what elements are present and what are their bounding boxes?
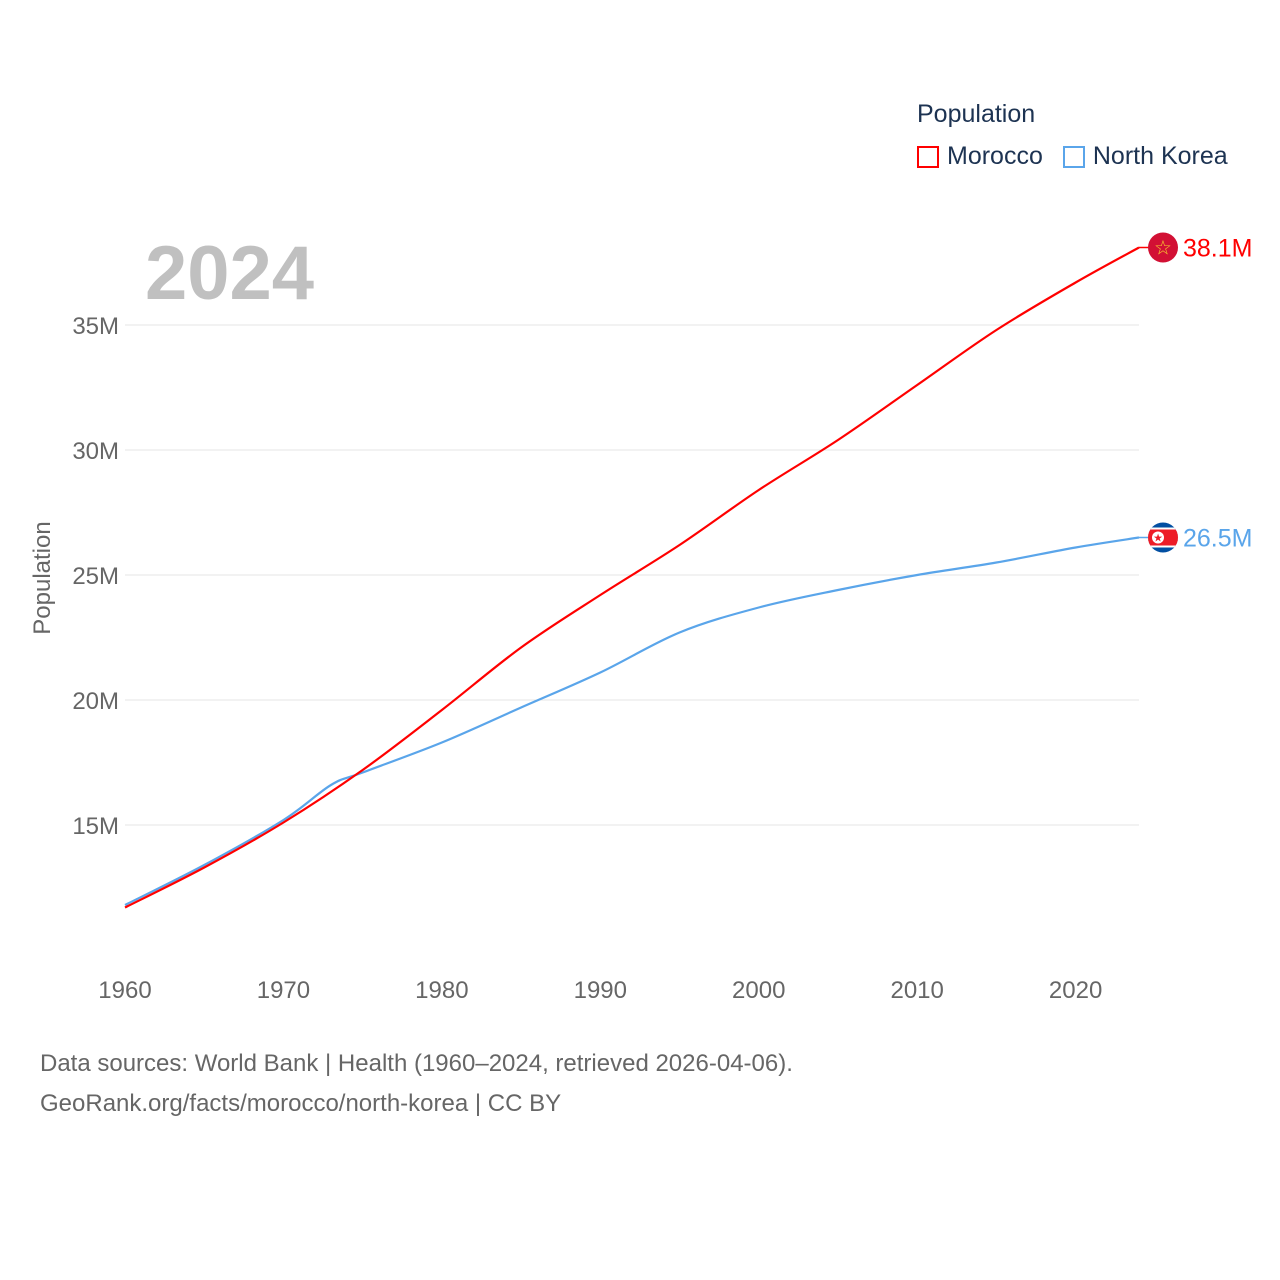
- series-line-north-korea: [124, 536, 1140, 906]
- legend-item-morocco[interactable]: Morocco: [917, 142, 1043, 171]
- series-line-morocco: [124, 246, 1140, 909]
- legend-title: Population: [917, 100, 1036, 128]
- north-korea-flag-icon: ★: [1148, 522, 1178, 553]
- x-tick-label: 1960: [98, 977, 151, 1004]
- end-value-label-north-korea: 26.5M: [1183, 525, 1252, 553]
- x-tick-label: 2010: [890, 977, 943, 1004]
- y-tick-label: 30M: [72, 438, 119, 465]
- x-tick-label: 1970: [257, 977, 310, 1004]
- y-tick-label: 15M: [72, 813, 119, 840]
- data-sources-text: Data sources: World Bank | Health (1960–…: [40, 1050, 793, 1077]
- x-tick-label: 2020: [1049, 977, 1102, 1004]
- star-icon: ★: [1153, 533, 1163, 545]
- morocco-flag-icon: ☆: [1148, 232, 1178, 263]
- x-tick-label: 1990: [574, 977, 627, 1004]
- y-tick-label: 25M: [72, 563, 119, 590]
- legend: Morocco North Korea: [917, 142, 1248, 171]
- y-tick-label: 20M: [72, 688, 119, 715]
- flag-background: [1148, 232, 1178, 263]
- y-axis-label: Population: [29, 521, 56, 634]
- legend-swatch-north-korea: [1062, 145, 1085, 168]
- source-url-text: GeoRank.org/facts/morocco/north-korea | …: [40, 1090, 562, 1117]
- flag-body: ★: [1148, 522, 1178, 553]
- x-tick-label: 2000: [732, 977, 785, 1004]
- flag-disc: [1152, 531, 1164, 544]
- legend-item-north-korea[interactable]: North Korea: [1062, 142, 1228, 171]
- star-icon: ☆: [1154, 238, 1172, 260]
- end-value-label-morocco: 38.1M: [1183, 235, 1252, 263]
- y-tick-label: 35M: [72, 313, 119, 340]
- legend-label-north-korea: North Korea: [1092, 142, 1228, 170]
- current-year-label: 2024: [145, 231, 315, 316]
- legend-label-morocco: Morocco: [947, 142, 1043, 170]
- footer: Data sources: World Bank | Health (1960–…: [40, 1044, 793, 1124]
- legend-swatch-morocco: [917, 145, 939, 168]
- x-tick-label: 1980: [415, 977, 468, 1004]
